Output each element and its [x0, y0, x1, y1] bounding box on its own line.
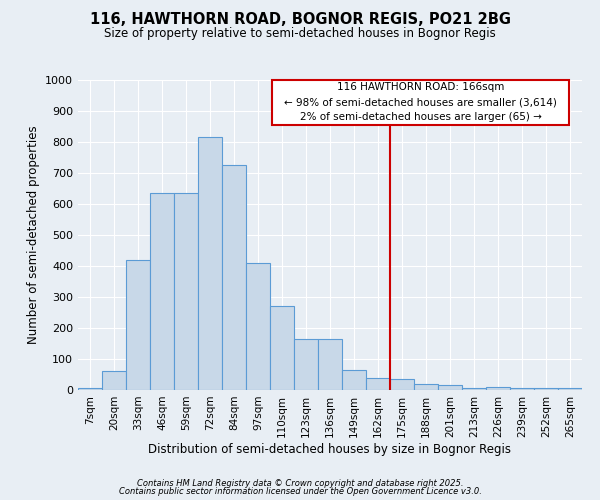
Text: 116, HAWTHORN ROAD, BOGNOR REGIS, PO21 2BG: 116, HAWTHORN ROAD, BOGNOR REGIS, PO21 2… [89, 12, 511, 28]
Bar [414, 384, 438, 390]
Bar [438, 386, 462, 390]
Bar [534, 388, 558, 390]
Text: Contains public sector information licensed under the Open Government Licence v3: Contains public sector information licen… [119, 487, 481, 496]
Bar [342, 370, 366, 390]
Text: 116 HAWTHORN ROAD: 166sqm: 116 HAWTHORN ROAD: 166sqm [337, 82, 505, 92]
Bar [558, 388, 582, 390]
Bar [174, 193, 198, 390]
Bar [150, 193, 174, 390]
X-axis label: Distribution of semi-detached houses by size in Bognor Regis: Distribution of semi-detached houses by … [149, 442, 511, 456]
Bar [294, 339, 318, 390]
Bar [318, 339, 342, 390]
Bar [366, 378, 390, 390]
Bar [198, 138, 222, 390]
Bar [222, 165, 246, 390]
Bar [462, 388, 486, 390]
Text: Contains HM Land Registry data © Crown copyright and database right 2025.: Contains HM Land Registry data © Crown c… [137, 478, 463, 488]
Bar [78, 388, 102, 390]
Bar [270, 306, 294, 390]
Text: Size of property relative to semi-detached houses in Bognor Regis: Size of property relative to semi-detach… [104, 28, 496, 40]
Bar [126, 260, 150, 390]
Bar [486, 387, 510, 390]
Bar [246, 263, 270, 390]
Y-axis label: Number of semi-detached properties: Number of semi-detached properties [26, 126, 40, 344]
Text: 2% of semi-detached houses are larger (65) →: 2% of semi-detached houses are larger (6… [300, 112, 542, 122]
Bar [102, 372, 126, 390]
Bar [510, 388, 534, 390]
Text: ← 98% of semi-detached houses are smaller (3,614): ← 98% of semi-detached houses are smalle… [284, 98, 557, 108]
Bar [390, 379, 414, 390]
